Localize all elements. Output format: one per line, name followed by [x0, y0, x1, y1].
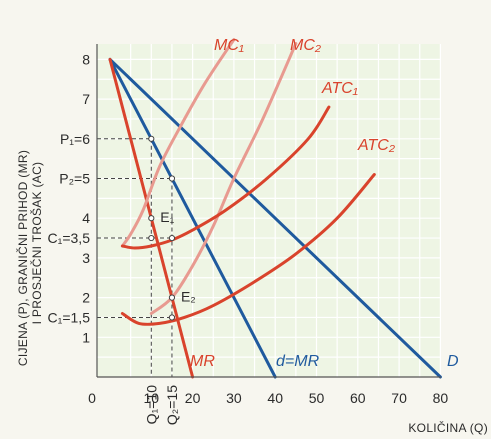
curve-label-atc: ATC₁: [321, 80, 358, 97]
series-line-d: [108, 57, 442, 379]
point-markers: [148, 135, 176, 321]
y-tick-label: 4: [82, 210, 90, 226]
point-marker: [168, 294, 176, 301]
curve-label-atc: ATC₂: [357, 137, 395, 154]
point-marker: [148, 135, 155, 142]
x-tick-label: 80: [433, 390, 449, 406]
y-tick-label: C₁=1,5: [48, 309, 91, 325]
x-tick-label: 70: [391, 390, 407, 406]
point-marker: [168, 175, 176, 182]
y-tick-label: 3: [82, 250, 90, 266]
x-tick-label: 60: [350, 390, 366, 406]
q-marker-label: Q₁=10: [143, 385, 159, 425]
x-tick-label: 40: [267, 390, 283, 406]
point-marker: [148, 215, 155, 222]
x-tick-label: 30: [226, 390, 242, 406]
grid: [97, 44, 441, 377]
x-tick-label: 0: [88, 390, 96, 406]
y-tick-label: 2: [82, 290, 90, 306]
x-tick-label: 50: [309, 390, 325, 406]
curve-label-d: D: [447, 353, 459, 370]
dashed-guides: [97, 138, 173, 377]
curve-labels: MC₁ MC₂ ATC₁ ATC₂ MR d=MR D E₁ E₂: [160, 37, 459, 370]
q-marker-label: Q₂=15: [164, 385, 180, 425]
y-tick-label: 8: [82, 51, 90, 67]
series-line-atc: [120, 105, 331, 250]
point-marker: [148, 234, 155, 242]
x-tick-label: 10: [144, 390, 160, 406]
series-line-d-mr: [108, 57, 277, 379]
equilibrium-label: E₁: [160, 209, 174, 225]
curve-label-mc: MC₂: [290, 37, 321, 54]
tick-labels: 0 10 20 30 40 50 60 70 80 1 2 3 4 7 8 P₁=6 P₂=5 C₁=3,5 C₁=…: [48, 51, 449, 425]
point-marker: [168, 314, 176, 321]
y-tick-label: P₂=5: [59, 171, 90, 187]
x-axis-label: KOLIČINA (Q): [408, 420, 488, 435]
y-tick-label: 1: [82, 329, 90, 345]
series-line-mc: [120, 38, 236, 248]
axes: [96, 44, 441, 378]
curve-label-mc: MC₁: [214, 37, 244, 54]
y-tick-label: 7: [82, 91, 90, 107]
y-axis-label-line2: I PROSJEČNI TROŠAK (AC): [29, 162, 44, 325]
equilibrium-label: E₂: [181, 289, 196, 305]
x-tick-label: 20: [185, 390, 201, 406]
series-line-atc: [120, 173, 376, 326]
curve-label-d-mr: d=MR: [276, 353, 320, 370]
y-tick-label: C₁=3,5: [48, 230, 91, 246]
y-tick-label: P₁=6: [60, 131, 90, 147]
y-axis-label-line1: CIJENA (P), GRANIČNI PRIHOD (MR): [15, 150, 30, 366]
curve-label-mr: MR: [190, 353, 215, 370]
point-marker: [168, 234, 176, 242]
